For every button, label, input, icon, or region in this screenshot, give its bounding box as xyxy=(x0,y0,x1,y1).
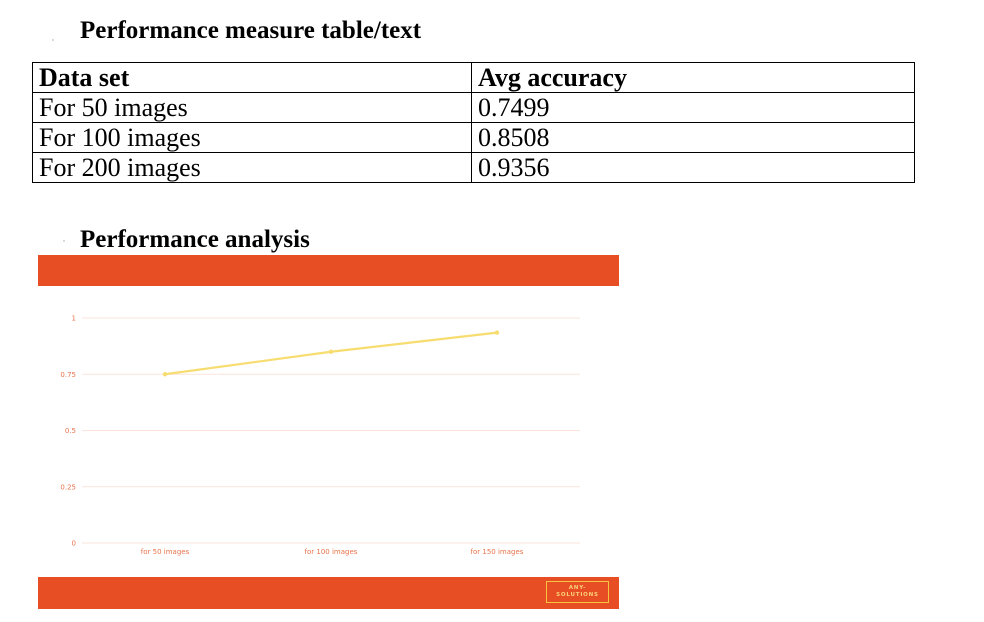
x-tick-label: for 150 images xyxy=(471,548,524,556)
table-row: For 200 images 0.9356 xyxy=(32,152,915,183)
table-heading: Performance measure table/text xyxy=(80,17,422,44)
slide-top-band xyxy=(38,255,619,286)
y-tick-label: 1 xyxy=(72,315,76,323)
chart-heading: Performance analysis xyxy=(80,226,310,253)
header-avg-accuracy: Avg accuracy xyxy=(471,62,915,93)
cell-avg-accuracy: 0.7499 xyxy=(471,92,915,123)
cell-data-set: For 50 images xyxy=(32,92,472,123)
cell-avg-accuracy: 0.9356 xyxy=(471,152,915,183)
cell-data-set: For 200 images xyxy=(32,152,472,183)
chart-slide: 0 0.25 0.5 0.75 1 for 50 images for 100 images… xyxy=(38,255,619,609)
line-chart: 0 0.25 0.5 0.75 1 for 50 images for 100 images… xyxy=(60,315,580,556)
y-tick-label: 0.25 xyxy=(60,483,76,491)
table-row: For 50 images 0.7499 xyxy=(32,92,915,123)
data-point xyxy=(494,330,500,335)
x-tick-label: for 50 images xyxy=(141,548,190,556)
company-logo: ANY- SOLUTIONS xyxy=(546,581,609,603)
bullet-marker xyxy=(63,240,65,242)
data-point xyxy=(162,372,168,377)
logo-line-2: SOLUTIONS xyxy=(556,592,599,598)
y-tick-label: 0.5 xyxy=(65,427,76,435)
table-header-row: Data set Avg accuracy xyxy=(32,62,915,93)
y-tick-label: 0.75 xyxy=(60,371,76,379)
y-tick-label: 0 xyxy=(72,540,76,548)
cell-avg-accuracy: 0.8508 xyxy=(471,122,915,153)
table-row: For 100 images 0.8508 xyxy=(32,122,915,153)
x-tick-label: for 100 images xyxy=(305,548,358,556)
cell-data-set: For 100 images xyxy=(32,122,472,153)
logo-line-1: ANY- xyxy=(568,585,587,591)
slide-bottom-band xyxy=(38,577,619,609)
header-data-set: Data set xyxy=(32,62,472,93)
performance-table: Data set Avg accuracy For 50 images 0.74… xyxy=(32,62,915,183)
data-point xyxy=(328,349,334,354)
bullet-marker xyxy=(52,39,54,41)
